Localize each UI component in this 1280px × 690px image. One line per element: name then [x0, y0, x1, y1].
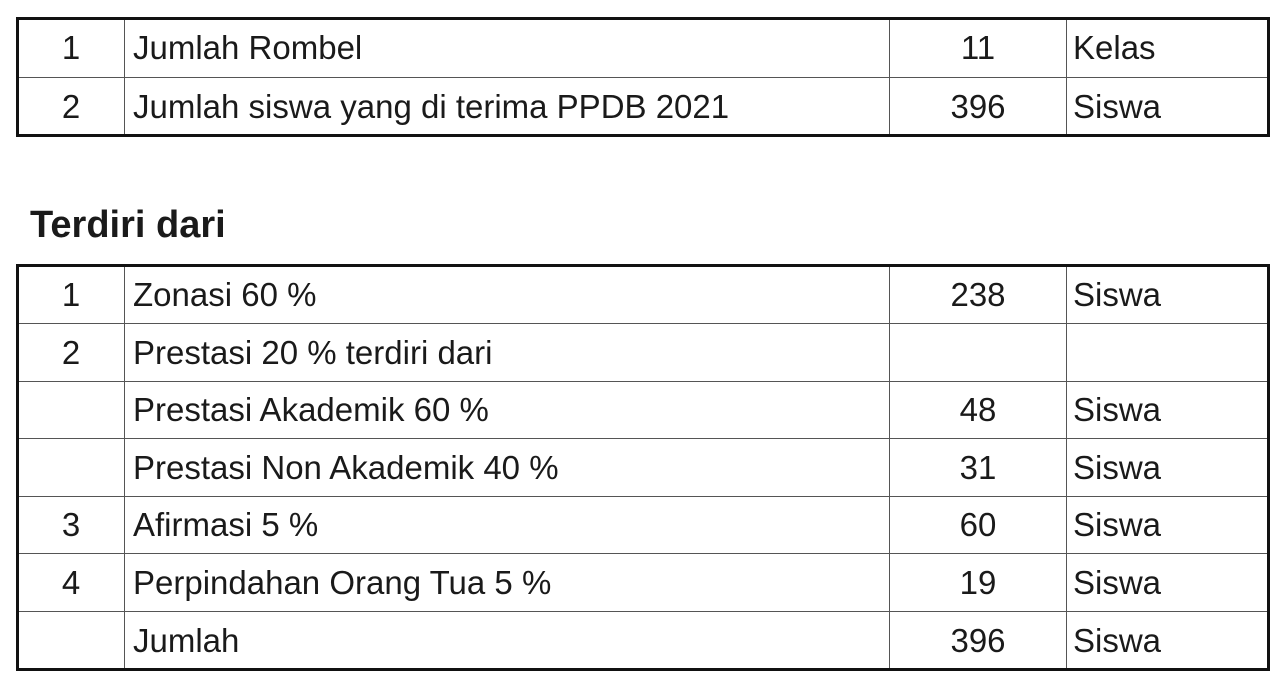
row-unit: Siswa — [1066, 381, 1268, 439]
row-description: Prestasi Non Akademik 40 % — [124, 438, 890, 497]
row-unit: Siswa — [1066, 553, 1268, 612]
row-number — [18, 611, 125, 669]
row-number: 2 — [18, 77, 125, 135]
row-number — [18, 381, 125, 439]
table-row: 2 Prestasi 20 % terdiri dari — [18, 323, 1268, 382]
row-description: Perpindahan Orang Tua 5 % — [124, 553, 890, 612]
row-value: 396 — [889, 611, 1067, 669]
table-row: 3 Afirmasi 5 % 60 Siswa — [18, 496, 1268, 554]
row-value: 31 — [889, 438, 1067, 497]
row-value: 11 — [889, 19, 1067, 78]
row-number: 1 — [18, 266, 125, 324]
row-description: Jumlah siswa yang di terima PPDB 2021 — [124, 77, 890, 135]
table-row: Prestasi Non Akademik 40 % 31 Siswa — [18, 438, 1268, 497]
row-number: 2 — [18, 323, 125, 382]
row-number: 1 — [18, 19, 125, 78]
table-row: 1 Jumlah Rombel 11 Kelas — [18, 19, 1268, 78]
row-unit: Siswa — [1073, 87, 1162, 125]
row-number — [18, 438, 125, 497]
row-value — [889, 323, 1067, 382]
row-unit: Siswa — [1073, 621, 1162, 659]
row-number: 3 — [18, 496, 125, 554]
row-description: Jumlah Rombel — [124, 19, 890, 78]
row-description: Afirmasi 5 % — [124, 496, 890, 554]
row-value: 238 — [889, 266, 1067, 324]
row-value: 60 — [889, 496, 1067, 554]
row-unit: Siswa — [1066, 438, 1268, 497]
summary-table: 1 Jumlah Rombel 11 Kelas 2 Jumlah siswa … — [16, 17, 1270, 137]
section-heading: Terdiri dari — [30, 204, 226, 246]
row-description: Jumlah — [124, 611, 890, 669]
row-description: Zonasi 60 % — [124, 266, 890, 324]
row-value: 19 — [889, 553, 1067, 612]
row-number: 4 — [18, 553, 125, 612]
row-unit: Siswa — [1066, 496, 1268, 554]
row-unit: Siswa — [1066, 266, 1268, 324]
table-row: 2 Jumlah siswa yang di terima PPDB 2021 … — [18, 77, 1268, 135]
row-unit — [1066, 323, 1268, 382]
breakdown-table: 1 Zonasi 60 % 238 Siswa 2 Prestasi 20 % … — [16, 264, 1270, 671]
row-value: 396 — [889, 77, 1067, 135]
table-row: Prestasi Akademik 60 % 48 Siswa — [18, 381, 1268, 439]
table-row: 1 Zonasi 60 % 238 Siswa — [18, 266, 1268, 324]
table-row: Jumlah 396 Siswa — [18, 611, 1268, 669]
row-description: Prestasi Akademik 60 % — [124, 381, 890, 439]
row-description: Prestasi 20 % terdiri dari — [124, 323, 890, 382]
table-row: 4 Perpindahan Orang Tua 5 % 19 Siswa — [18, 553, 1268, 612]
row-unit: Kelas — [1066, 19, 1268, 78]
row-value: 48 — [889, 381, 1067, 439]
